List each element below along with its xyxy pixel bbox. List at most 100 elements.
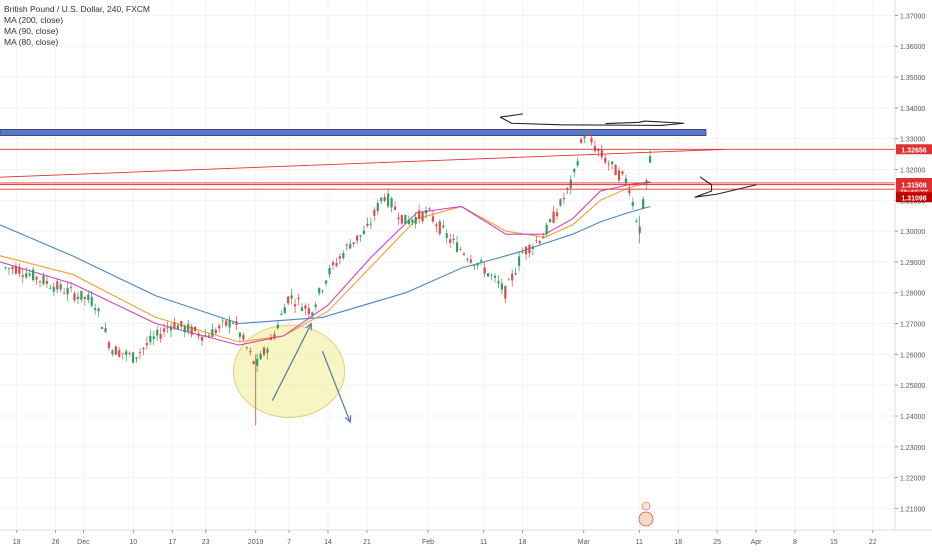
- candle-body: [473, 264, 476, 266]
- x-tick-label: Dec: [77, 539, 90, 546]
- candle-body: [555, 212, 559, 217]
- x-tick-label: Mar: [578, 539, 591, 546]
- candle-body: [400, 215, 404, 224]
- drawn-arrow[interactable]: [321, 351, 351, 423]
- candle-body: [321, 290, 324, 292]
- time-axis-bg[interactable]: [0, 530, 932, 550]
- y-tick-label: 1.23000: [900, 445, 925, 452]
- candle-body: [152, 336, 155, 340]
- indicator-ma200: MA (200, close): [4, 15, 64, 25]
- freehand-scribble[interactable]: [694, 176, 757, 198]
- price-badge: [896, 179, 932, 190]
- price-badge-label: 1.32656: [901, 147, 926, 154]
- candle-body: [45, 281, 49, 284]
- candle-body: [107, 342, 111, 348]
- candle-body: [104, 328, 107, 333]
- candle-body: [118, 349, 121, 357]
- idea-badge-dot-icon: [641, 501, 651, 511]
- candle-body: [287, 296, 290, 304]
- candle-body: [269, 337, 273, 340]
- candle-body: [424, 210, 428, 214]
- candle-body: [418, 210, 421, 219]
- candle-body: [249, 351, 252, 353]
- candle-body: [18, 267, 21, 274]
- price-badge-label: 1.31098: [901, 195, 926, 202]
- candle-body: [149, 335, 152, 343]
- candle-body: [614, 164, 617, 176]
- candle-body: [638, 226, 641, 233]
- candle-body: [73, 293, 76, 301]
- y-tick-label: 1.33000: [900, 137, 925, 144]
- candle-body: [252, 361, 255, 365]
- trend-line[interactable]: [0, 148, 723, 178]
- resistance-zone[interactable]: [0, 129, 707, 136]
- candle-body: [14, 266, 17, 274]
- candle-body: [76, 296, 80, 300]
- candle-body: [583, 136, 586, 139]
- candle-body: [256, 358, 259, 366]
- candle-body: [566, 187, 569, 190]
- candle-body: [421, 212, 424, 222]
- candle-body: [218, 325, 221, 329]
- price-axis-bg[interactable]: [895, 0, 932, 550]
- y-tick-label: 1.37000: [900, 13, 925, 20]
- candle-body: [349, 244, 352, 249]
- candle-body: [131, 352, 135, 363]
- candle-body: [324, 280, 328, 284]
- candle-body: [511, 273, 514, 281]
- candle-body: [128, 353, 131, 355]
- candle-body: [356, 235, 359, 241]
- price-badge: [896, 192, 932, 203]
- candle-body: [438, 221, 441, 234]
- ma-line-1: [0, 181, 651, 343]
- candle-body: [493, 275, 497, 278]
- candle-body: [114, 346, 117, 355]
- candle-body: [225, 320, 228, 326]
- candle-body: [207, 335, 211, 338]
- y-tick-label: 1.30000: [900, 229, 925, 236]
- freehand-scribble[interactable]: [499, 113, 685, 126]
- candle-body: [469, 259, 472, 263]
- candle-body: [90, 297, 93, 306]
- idea-badge-icon[interactable]: [638, 511, 654, 527]
- candle-body: [486, 273, 490, 277]
- candle-body: [42, 275, 45, 285]
- candle-body: [428, 208, 431, 210]
- x-tick-label: 7: [287, 539, 291, 546]
- x-tick-label: 19: [13, 539, 21, 546]
- candle-body: [376, 203, 379, 212]
- x-tick-label: 14: [324, 539, 332, 546]
- y-tick-label: 1.36000: [900, 44, 925, 51]
- indicator-ma90: MA (90, close): [4, 26, 59, 36]
- x-tick-label: 11: [636, 539, 643, 546]
- candle-body: [111, 350, 114, 355]
- candle-body: [380, 197, 383, 202]
- arrow-head: [344, 415, 352, 424]
- candle-body: [411, 219, 414, 223]
- candle-body: [445, 233, 448, 238]
- drawn-arrow[interactable]: [271, 323, 312, 401]
- candle-body: [528, 244, 531, 254]
- candle-body: [604, 157, 607, 163]
- candle-body: [452, 238, 455, 240]
- chart-legend: British Pound / U.S. Dollar, 240, FXCM M…: [4, 4, 150, 48]
- candle-body: [459, 249, 462, 251]
- candle-body: [52, 286, 55, 292]
- y-tick-label: 1.29000: [900, 260, 925, 267]
- price-badge-label: 1.31508: [901, 183, 926, 190]
- y-tick-label: 1.28000: [900, 291, 925, 298]
- candle-body: [490, 274, 493, 276]
- candle-body: [455, 242, 459, 252]
- candle-body: [569, 179, 572, 189]
- highlight-circle[interactable]: [232, 324, 346, 419]
- x-tick-label: Feb: [422, 539, 434, 546]
- candle-body: [559, 199, 562, 206]
- candle-body: [187, 324, 190, 332]
- candle-body: [600, 150, 603, 157]
- y-tick-label: 1.21000: [900, 506, 925, 513]
- candle-body: [345, 244, 348, 246]
- candle-body: [83, 297, 86, 299]
- candle-body: [393, 206, 397, 210]
